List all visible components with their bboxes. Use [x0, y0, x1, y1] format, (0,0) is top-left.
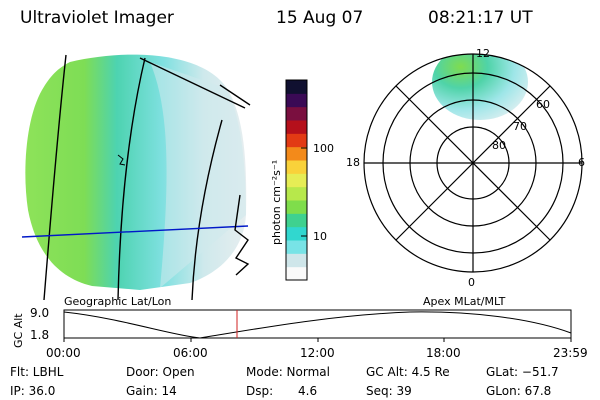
mlt-label-6: 6: [578, 156, 585, 169]
lat-label-80: 80: [492, 139, 506, 152]
mlt-label-12: 12: [476, 47, 490, 60]
colorbar: [285, 79, 308, 281]
altitude-ytick-1-8: 1.8: [30, 328, 50, 342]
gain-status: Gain: 14: [126, 384, 177, 398]
colorbar-cell: [286, 93, 307, 108]
lat-label-70: 70: [513, 120, 527, 133]
altitude-xtick-1800: 18:00: [426, 346, 461, 360]
colorbar-cell: [286, 186, 307, 201]
image-date: 15 Aug 07: [276, 8, 364, 28]
instrument-title: Ultraviolet Imager: [20, 8, 174, 28]
colorbar-cell: [286, 200, 307, 214]
altitude-xtick-1200: 12:00: [300, 346, 335, 360]
lat-label-60: 60: [536, 98, 550, 111]
mode-status: Mode: Normal: [246, 365, 330, 379]
mlt-label-18: 18: [346, 156, 360, 169]
colorbar-cell: [286, 80, 307, 94]
ip-status: IP: 36.0: [10, 384, 56, 398]
colorbar-cell: [286, 266, 307, 281]
glon-status: GLon: 67.8: [486, 384, 552, 398]
geo-caption: Geographic Lat/Lon: [64, 295, 172, 308]
altitude-ylabel: GC Alt: [12, 313, 25, 348]
altitude-xtick-2359: 23:59: [553, 346, 588, 360]
mlt-label-0: 0: [468, 276, 475, 289]
polar-caption: Apex MLat/MLT: [423, 295, 506, 308]
filter-status: Flt: LBHL: [10, 365, 64, 379]
altitude-plot: [63, 309, 572, 342]
colorbar-cell: [286, 253, 307, 268]
colorbar-cell: [286, 226, 307, 241]
glat-status: GLat: −51.7: [486, 365, 559, 379]
dsp-value: 4.6: [298, 384, 318, 398]
colorbar-tick-100: 100: [313, 142, 334, 155]
altitude-xtick-0000: 00:00: [46, 346, 81, 360]
colorbar-cell: [286, 106, 307, 121]
colorbar-cell: [286, 133, 307, 148]
gc-alt-status: GC Alt: 4.5 Re: [366, 365, 450, 379]
colorbar-cell: [286, 160, 307, 174]
geographic-image: [21, 54, 251, 301]
colorbar-cell: [286, 240, 307, 254]
polar-plot: [363, 53, 583, 273]
colorbar-cell: [286, 120, 307, 134]
colorbar-cell: [286, 146, 307, 161]
colorbar-cell: [286, 213, 307, 228]
colorbar-label: photon cm⁻²s⁻¹: [270, 159, 283, 245]
geo-grid-lines: [21, 54, 251, 301]
dsp-label: Dsp:: [246, 384, 274, 398]
door-status: Door: Open: [126, 365, 195, 379]
colorbar-cell: [286, 173, 307, 188]
image-time: 08:21:17 UT: [428, 8, 533, 28]
altitude-xtick-0600: 06:00: [173, 346, 208, 360]
altitude-ytick-9: 9.0: [30, 306, 50, 320]
colorbar-tick-10: 10: [313, 230, 327, 243]
seq-status: Seq: 39: [366, 384, 412, 398]
